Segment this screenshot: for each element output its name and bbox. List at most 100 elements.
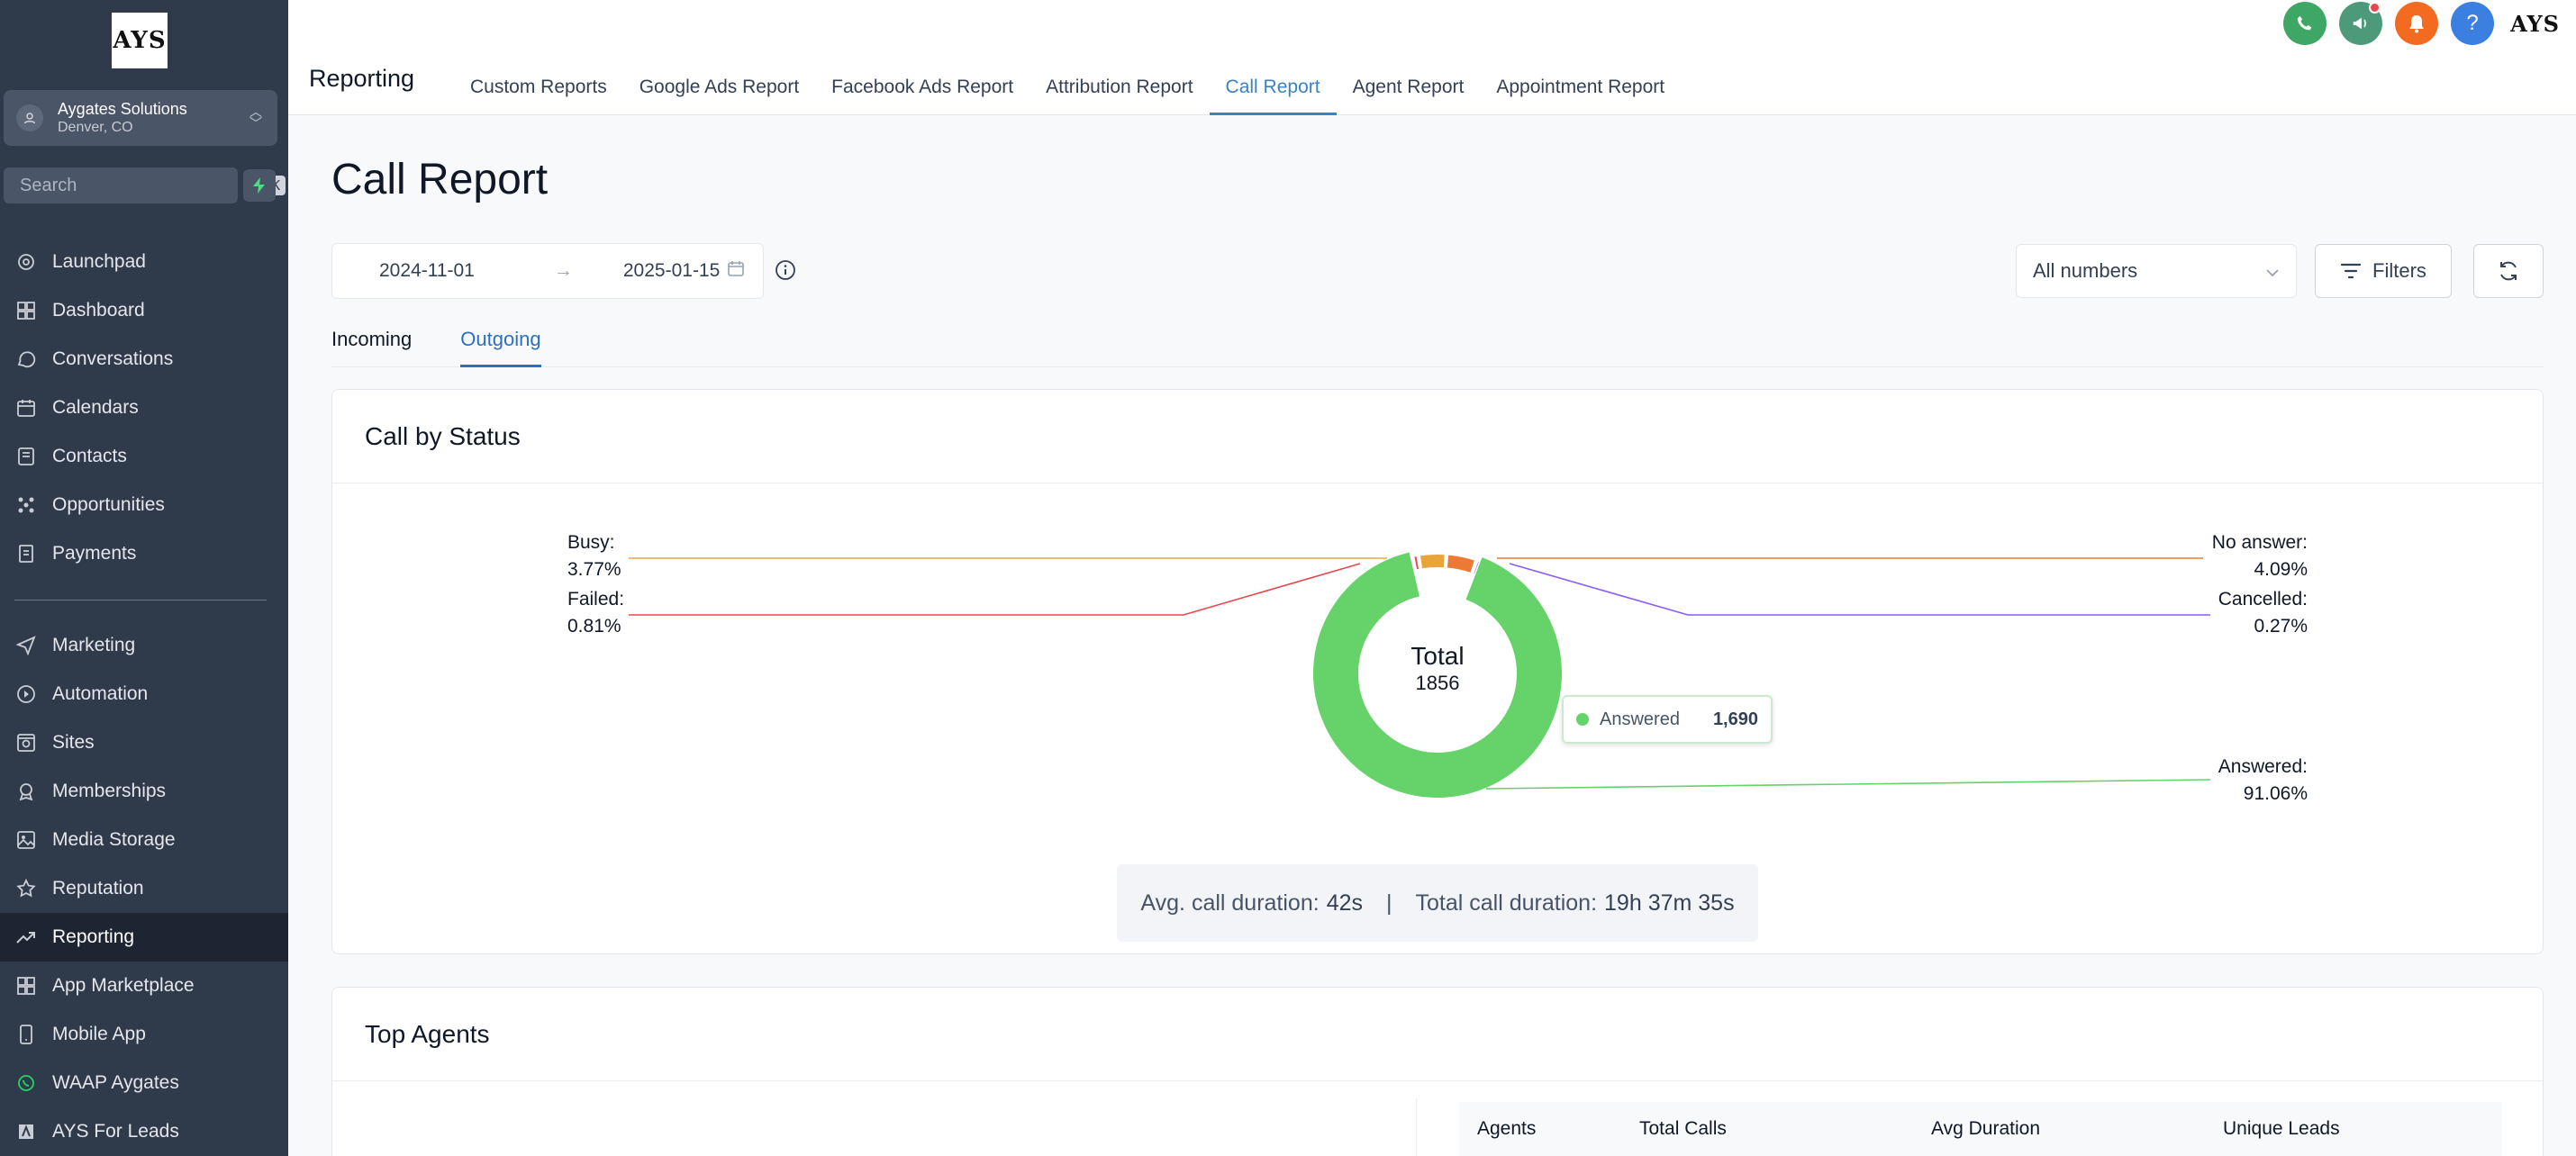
tooltip-label: Answered — [1600, 709, 1680, 729]
label-busy: Busy: 3.77% — [567, 532, 621, 581]
sidebar-item-launchpad[interactable]: Launchpad — [0, 238, 288, 286]
date-range-picker[interactable]: 2024-11-01 → 2025-01-15 — [331, 243, 764, 299]
label-no-answer: No answer: 4.09% — [2211, 532, 2308, 581]
send-icon — [14, 634, 38, 657]
number-select[interactable]: All numbers — [2016, 244, 2297, 298]
direction-tabs: Incoming Outgoing — [331, 321, 2544, 367]
filters-label: Filters — [2372, 259, 2426, 282]
total-duration-label: Total call duration: — [1415, 890, 1598, 916]
sidebar-item-sites[interactable]: Sites — [0, 718, 288, 767]
total-duration-value: 19h 37m 35s — [1604, 890, 1735, 916]
sidebar-item-label: Opportunities — [52, 494, 165, 515]
donut-center-value: 1856 — [1416, 672, 1460, 694]
sidebar-item-label: Reporting — [52, 926, 135, 947]
slice-cancelled[interactable] — [1474, 561, 1479, 574]
tab-facebook-ads-report[interactable]: Facebook Ads Report — [831, 77, 1014, 97]
call-status-card: Call by Status — [331, 389, 2544, 954]
sidebar-item-automation[interactable]: Automation — [0, 670, 288, 718]
sidebar-item-label: Contacts — [52, 446, 127, 466]
sidebar-item-label: Calendars — [52, 397, 139, 418]
location-switcher[interactable]: Aygates Solutions Denver, CO ︿ ﹀ — [4, 90, 277, 146]
info-icon[interactable] — [775, 259, 796, 285]
trending-icon — [14, 926, 38, 949]
column-header-unique-leads[interactable]: Unique Leads — [2223, 1118, 2340, 1139]
column-header-total-calls[interactable]: Total Calls — [1639, 1118, 1727, 1139]
slice-no-answer[interactable] — [1447, 555, 1474, 573]
date-end: 2025-01-15 — [622, 260, 721, 281]
sidebar-item-opportunities[interactable]: Opportunities — [0, 481, 288, 529]
image-icon — [14, 828, 38, 852]
calendar-icon — [727, 259, 745, 283]
card-title: Top Agents — [332, 988, 2543, 1081]
sidebar-item-marketing[interactable]: Marketing — [0, 621, 288, 670]
panel-divider — [1416, 1098, 1417, 1156]
sidebar-item-conversations[interactable]: Conversations — [0, 335, 288, 384]
avg-duration-label: Avg. call duration: — [1140, 890, 1320, 916]
sidebar-item-dashboard[interactable]: Dashboard — [0, 286, 288, 335]
app-logo[interactable]: AYS — [112, 13, 168, 68]
tab-call-report[interactable]: Call Report — [1209, 59, 1337, 115]
sidebar-item-waap-aygates[interactable]: WAAP Aygates — [0, 1059, 288, 1107]
sidebar-item-label: Reputation — [52, 878, 144, 899]
sidebar-item-media-storage[interactable]: Media Storage — [0, 816, 288, 864]
slice-answered[interactable] — [1313, 552, 1562, 798]
brand-mark: AYS — [2510, 10, 2560, 37]
search-input[interactable] — [20, 175, 259, 196]
quick-actions-button[interactable] — [243, 169, 276, 202]
tab-attribution-report[interactable]: Attribution Report — [1046, 77, 1193, 97]
megaphone-icon[interactable] — [2339, 2, 2383, 45]
payments-icon — [14, 542, 38, 565]
filters-button[interactable]: Filters — [2315, 244, 2452, 298]
notification-dot — [2369, 2, 2381, 14]
bell-icon[interactable] — [2395, 2, 2439, 45]
chevron-down-icon — [2265, 259, 2280, 283]
header-actions: ? AYS — [2283, 2, 2560, 45]
sidebar-item-calendars[interactable]: Calendars — [0, 384, 288, 432]
sidebar-item-label: Dashboard — [52, 300, 145, 321]
ays-icon — [14, 1120, 38, 1143]
donut-center-label: Total — [1410, 642, 1464, 670]
duration-summary: Avg. call duration: 42s | Total call dur… — [1117, 864, 1758, 942]
help-icon[interactable]: ? — [2451, 2, 2495, 45]
sidebar-item-reporting[interactable]: Reporting — [0, 913, 288, 962]
sidebar-item-app-marketplace[interactable]: App Marketplace — [0, 962, 288, 1010]
slice-busy[interactable] — [1420, 555, 1445, 569]
filter-icon — [2340, 263, 2362, 279]
tab-google-ads-report[interactable]: Google Ads Report — [639, 77, 800, 97]
sidebar-item-label: Memberships — [52, 781, 167, 801]
slice-failed[interactable] — [1414, 556, 1419, 570]
sidebar-item-label: AYS For Leads — [52, 1121, 179, 1142]
card-title: Call by Status — [332, 390, 2543, 483]
phone-icon[interactable] — [2283, 2, 2327, 45]
avg-duration-value: 42s — [1326, 890, 1364, 916]
location-city: Denver, CO — [58, 120, 133, 136]
column-header-avg-duration[interactable]: Avg Duration — [1931, 1118, 2041, 1139]
sidebar-item-mobile-app[interactable]: Mobile App — [0, 1010, 288, 1059]
section-title: Reporting — [309, 65, 415, 92]
sidebar-item-label: Marketing — [52, 635, 136, 655]
sidebar-item-ays-for-leads[interactable]: AYS For Leads — [0, 1107, 288, 1156]
refresh-button[interactable] — [2473, 244, 2544, 298]
sidebar-item-reputation[interactable]: Reputation — [0, 864, 288, 913]
leader-cancelled — [1509, 563, 2210, 616]
tab-agent-report[interactable]: Agent Report — [1352, 77, 1465, 97]
sidebar-item-contacts[interactable]: Contacts — [0, 432, 288, 481]
tab-outgoing[interactable]: Outgoing — [460, 321, 541, 367]
tab-custom-reports[interactable]: Custom Reports — [470, 77, 607, 97]
tab-appointment-report[interactable]: Appointment Report — [1496, 77, 1665, 97]
chevron-up-down-icon: ︿ ﹀ — [249, 104, 262, 131]
column-header-agents[interactable]: Agents — [1477, 1118, 1537, 1139]
grid-icon — [14, 974, 38, 998]
leader-answered — [1485, 779, 2211, 790]
agents-table-header: Agents Total Calls Avg Duration Unique Lead… — [1459, 1102, 2502, 1156]
sidebar-item-memberships[interactable]: Memberships — [0, 767, 288, 816]
page-title: Call Report — [331, 156, 549, 203]
calendar-icon — [14, 396, 38, 420]
sidebar-item-label: Payments — [52, 543, 137, 564]
sidebar-nav-top: Launchpad Dashboard Conversations Calendars… — [0, 238, 288, 578]
sidebar-divider — [14, 600, 267, 601]
tab-incoming[interactable]: Incoming — [331, 328, 413, 350]
sidebar-item-payments[interactable]: Payments — [0, 529, 288, 578]
label-answered: Answered: 91.06% — [2218, 756, 2308, 805]
